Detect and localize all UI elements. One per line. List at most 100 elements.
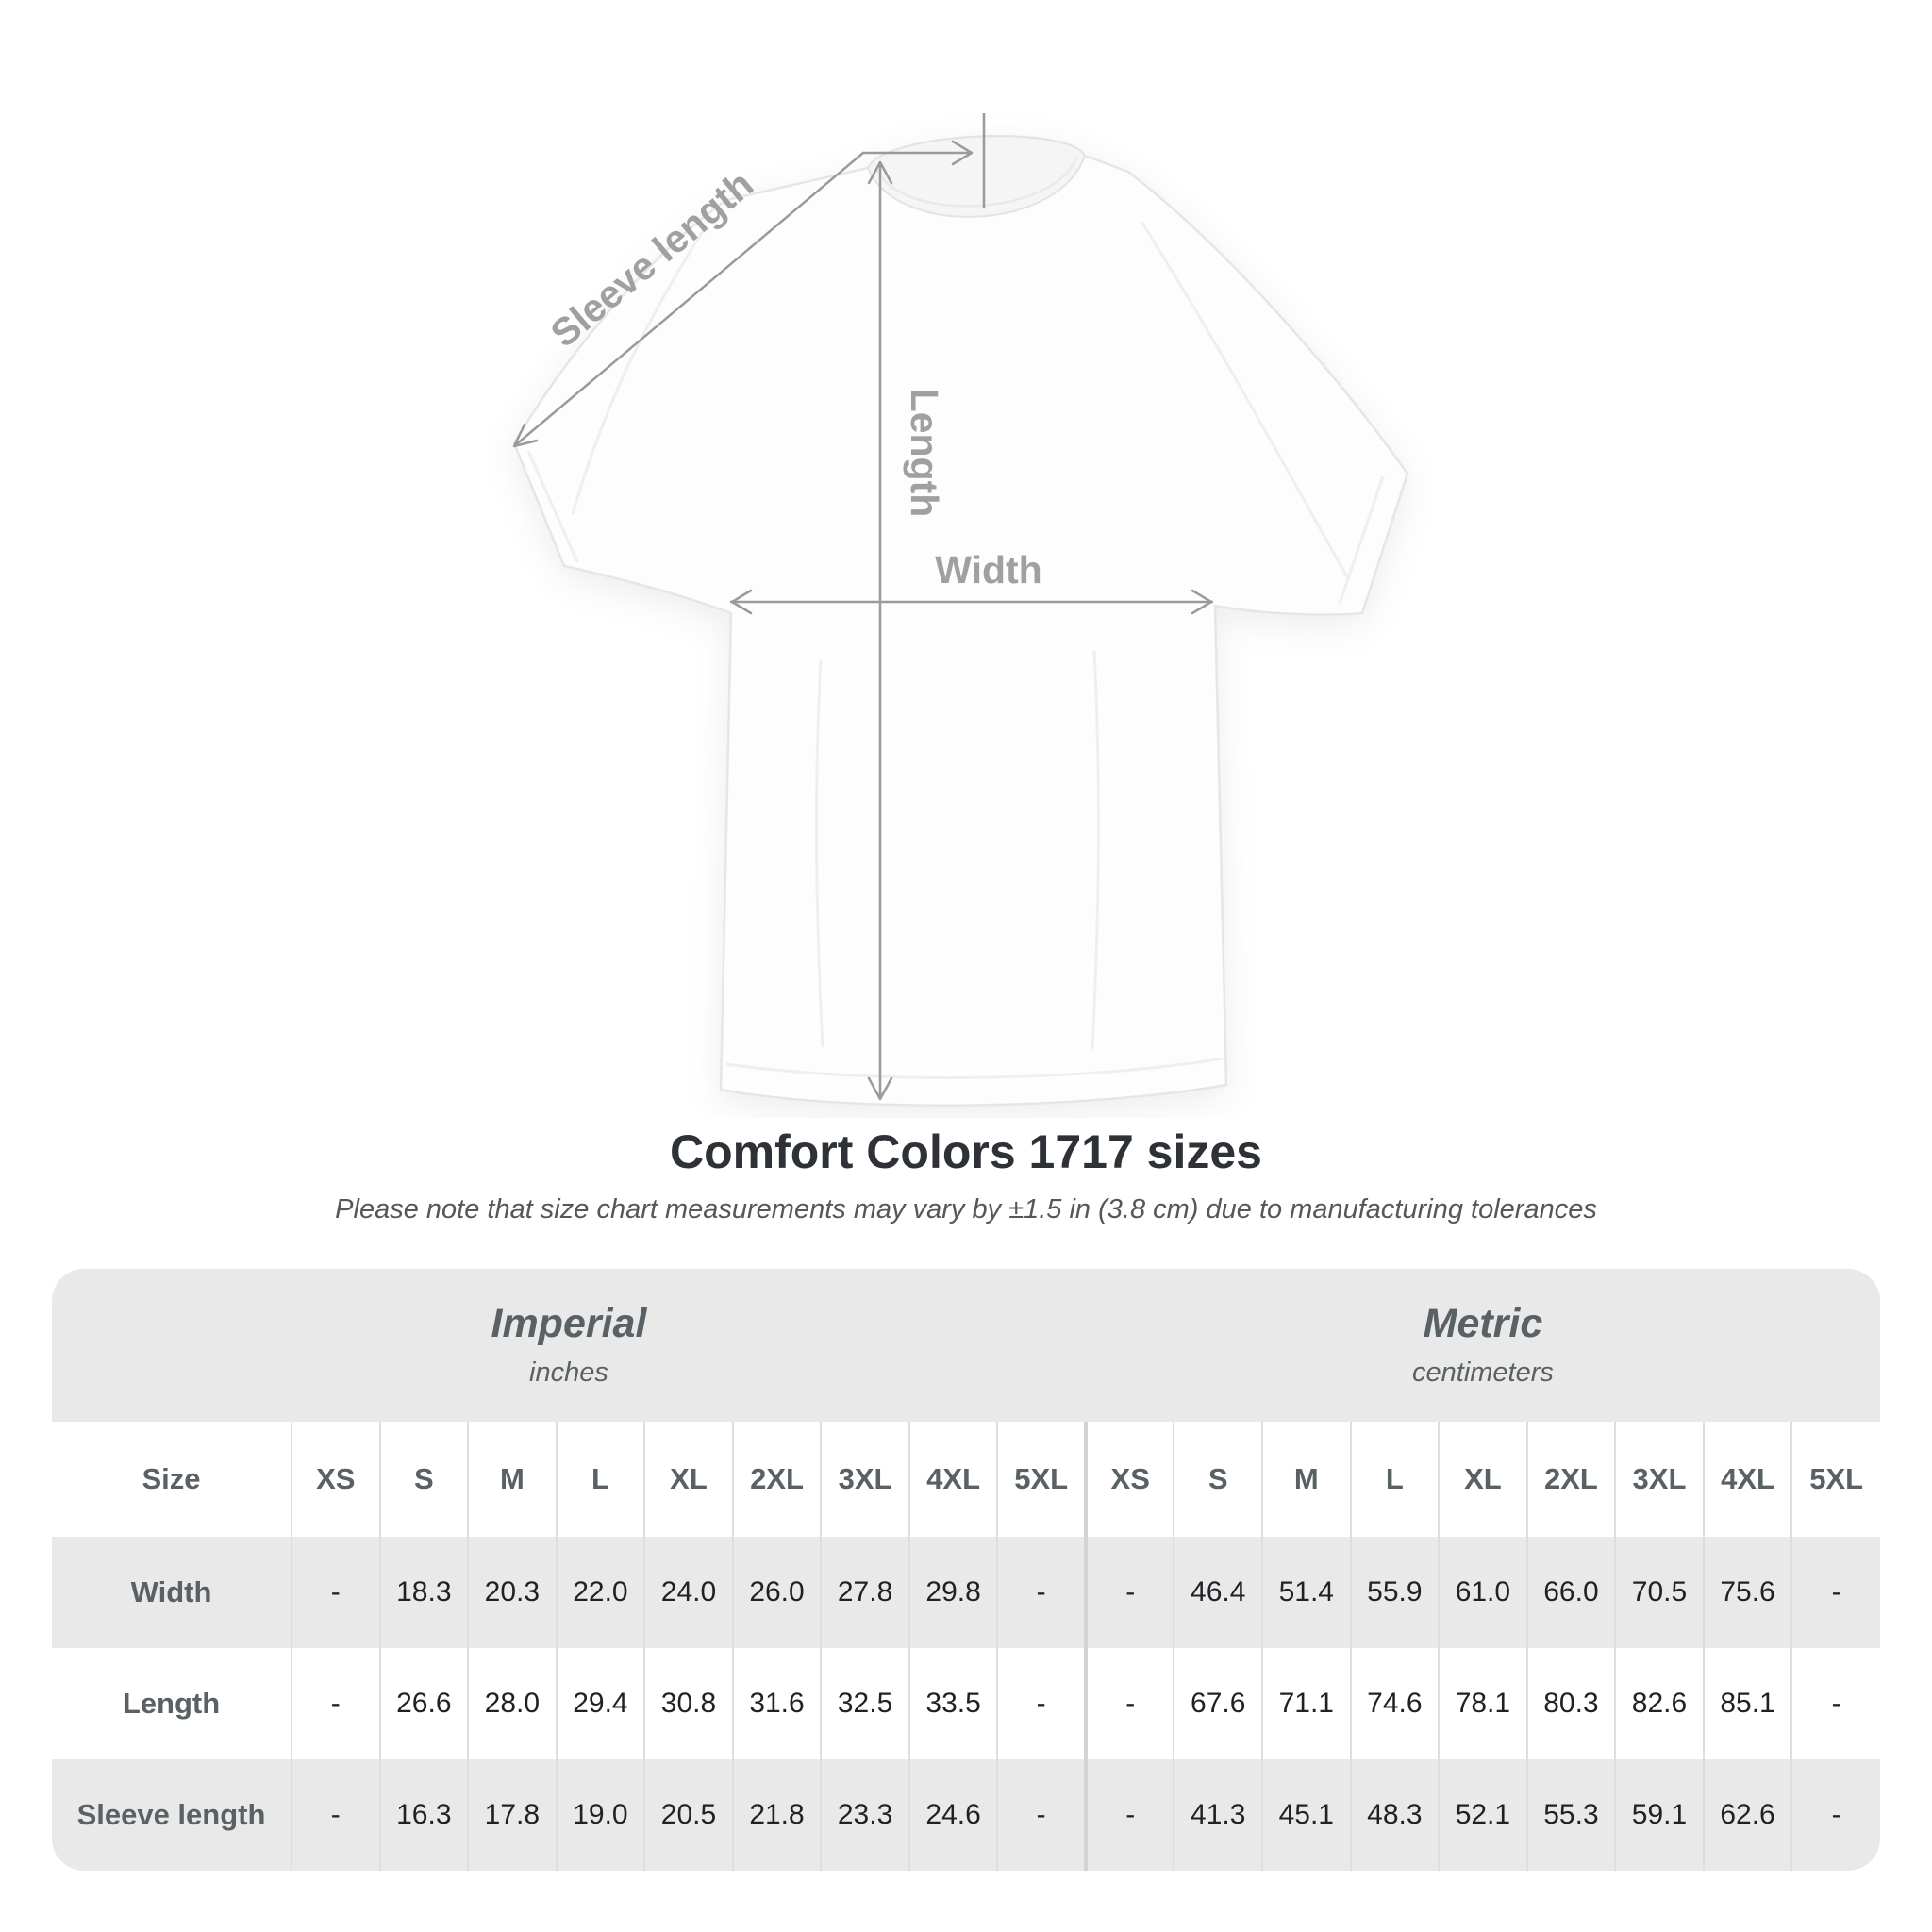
value-sleeve-length-metric-m: 45.1 [1261, 1759, 1351, 1871]
value-sleeve-length-metric-5xl: - [1790, 1759, 1880, 1871]
value-width-metric-4xl: 75.6 [1702, 1537, 1792, 1648]
value-length-metric-xl: 78.1 [1438, 1648, 1527, 1759]
tshirt-crease-left-sleeve [571, 230, 705, 515]
length-label: Length [903, 389, 946, 518]
size-header-metric-m: M [1261, 1422, 1351, 1537]
tshirt-left-cuff-seam [526, 450, 579, 563]
value-width-metric-xl: 61.0 [1438, 1537, 1527, 1648]
title-block: Comfort Colors 1717 sizes Please note th… [0, 1124, 1932, 1225]
value-length-imperial-xl: 30.8 [643, 1648, 733, 1759]
value-length-imperial-3xl: 32.5 [820, 1648, 909, 1759]
value-length-metric-5xl: - [1790, 1648, 1880, 1759]
row-label-sleeve-length: Sleeve length [76, 1798, 266, 1831]
size-header-metric-l: L [1349, 1422, 1440, 1537]
size-header-metric-xs: XS [1083, 1422, 1174, 1537]
value-length-metric-4xl: 85.1 [1702, 1648, 1792, 1759]
row-label-width: Width [130, 1575, 212, 1608]
value-length-metric-3xl: 82.6 [1614, 1648, 1704, 1759]
value-sleeve-length-metric-xl: 52.1 [1438, 1759, 1527, 1871]
size-header-imperial-2xl: 2XL [731, 1422, 822, 1537]
value-width-metric-xs: - [1083, 1537, 1174, 1648]
value-length-imperial-l: 29.4 [555, 1648, 645, 1759]
size-header-metric-3xl: 3XL [1614, 1422, 1704, 1537]
value-width-imperial-m: 20.3 [467, 1537, 557, 1648]
tshirt-right-cuff-seam [1338, 475, 1385, 605]
value-sleeve-length-metric-2xl: 55.3 [1525, 1759, 1616, 1871]
imperial-band-unit: inches [529, 1357, 608, 1389]
value-sleeve-length-imperial-3xl: 23.3 [820, 1759, 909, 1871]
sleeve-length-arrow [512, 113, 986, 448]
value-width-imperial-2xl: 26.0 [731, 1537, 822, 1648]
value-length-metric-l: 74.6 [1349, 1648, 1440, 1759]
size-header-metric-4xl: 4XL [1702, 1422, 1792, 1537]
tshirt-crease-left-body [815, 659, 824, 1048]
value-width-imperial-l: 22.0 [555, 1537, 645, 1648]
value-sleeve-length-imperial-m: 17.8 [467, 1759, 557, 1871]
metric-band: Metric centimeters [1085, 1269, 1880, 1422]
tshirt-body [512, 135, 1409, 1108]
value-sleeve-length-imperial-xl: 20.5 [643, 1759, 733, 1871]
value-width-metric-5xl: - [1790, 1537, 1880, 1648]
size-header-metric-5xl: 5XL [1790, 1422, 1880, 1537]
size-header-imperial-xs: XS [291, 1422, 380, 1537]
value-width-metric-s: 46.4 [1173, 1537, 1263, 1648]
value-length-imperial-m: 28.0 [467, 1648, 557, 1759]
value-sleeve-length-imperial-5xl: - [996, 1759, 1086, 1871]
size-header-imperial-xl: XL [643, 1422, 733, 1537]
value-sleeve-length-imperial-4xl: 24.6 [908, 1759, 998, 1871]
size-table-body: Width -18.3 20.3 22.0 24.0 26.0 27.8 29.8- -46.4… [52, 1537, 1880, 1871]
value-length-imperial-xs: - [291, 1648, 380, 1759]
size-header-imperial-4xl: 4XL [908, 1422, 998, 1537]
measurement-row-sleeve-length: Sleeve length -16.3 17.8 19.0 20.5 21.8 23.3 24… [52, 1759, 1880, 1871]
value-sleeve-length-imperial-2xl: 21.8 [731, 1759, 822, 1871]
size-header-metric-2xl: 2XL [1525, 1422, 1616, 1537]
size-table-card: Imperial inches Metric centimeters Size … [52, 1269, 1880, 1871]
size-table: Imperial inches Metric centimeters Size … [52, 1269, 1880, 1871]
value-length-metric-s: 67.6 [1173, 1648, 1263, 1759]
value-width-imperial-s: 18.3 [378, 1537, 469, 1648]
tshirt-collar [866, 135, 1087, 218]
value-width-imperial-4xl: 29.8 [908, 1537, 998, 1648]
value-length-imperial-5xl: - [996, 1648, 1086, 1759]
value-length-metric-2xl: 80.3 [1525, 1648, 1616, 1759]
value-sleeve-length-imperial-xs: - [291, 1759, 380, 1871]
tshirt-crease-right-sleeve [1140, 221, 1351, 581]
value-sleeve-length-imperial-l: 19.0 [555, 1759, 645, 1871]
imperial-band-title: Imperial [491, 1300, 647, 1346]
size-header-imperial-5xl: 5XL [996, 1422, 1086, 1537]
tshirt-crease-right-body [1091, 650, 1100, 1050]
value-length-metric-m: 71.1 [1261, 1648, 1351, 1759]
size-header-row: Size XS S M L XL 2XL 3XL 4XL 5XL XS S M L XL 2XL 3XL 4XL… [52, 1422, 1880, 1537]
size-header-metric-xl: XL [1438, 1422, 1527, 1537]
page-subtitle: Please note that size chart measurements… [335, 1194, 1597, 1224]
size-column-header: Size [52, 1422, 291, 1537]
value-sleeve-length-metric-s: 41.3 [1173, 1759, 1263, 1871]
value-width-imperial-3xl: 27.8 [820, 1537, 909, 1648]
value-width-imperial-xl: 24.0 [643, 1537, 733, 1648]
width-label: Width [935, 548, 1041, 591]
tshirt-measurement-diagram: Sleeve length Length Width [512, 113, 1409, 1108]
value-sleeve-length-metric-3xl: 59.1 [1614, 1759, 1704, 1871]
value-sleeve-length-metric-l: 48.3 [1349, 1759, 1440, 1871]
page-title: Comfort Colors 1717 sizes [670, 1125, 1262, 1178]
value-width-imperial-xs: - [291, 1537, 380, 1648]
size-header-imperial-s: S [378, 1422, 469, 1537]
size-header-imperial-m: M [467, 1422, 557, 1537]
tshirt-graphic [512, 135, 1409, 1108]
unit-band-row: Imperial inches Metric centimeters [52, 1269, 1880, 1422]
size-header-imperial-3xl: 3XL [820, 1422, 909, 1537]
value-width-metric-l: 55.9 [1349, 1537, 1440, 1648]
metric-band-unit: centimeters [1412, 1357, 1554, 1389]
value-sleeve-length-metric-4xl: 62.6 [1702, 1759, 1792, 1871]
length-arrow [867, 160, 893, 1101]
imperial-band: Imperial inches [52, 1269, 1086, 1422]
size-header-imperial-l: L [555, 1422, 645, 1537]
value-sleeve-length-metric-xs: - [1083, 1759, 1174, 1871]
value-width-imperial-5xl: - [996, 1537, 1086, 1648]
row-label-length: Length [122, 1687, 221, 1720]
value-length-imperial-4xl: 33.5 [908, 1648, 998, 1759]
value-length-imperial-s: 26.6 [378, 1648, 469, 1759]
tshirt-hem-seam [725, 1057, 1224, 1079]
width-arrow [730, 589, 1213, 615]
